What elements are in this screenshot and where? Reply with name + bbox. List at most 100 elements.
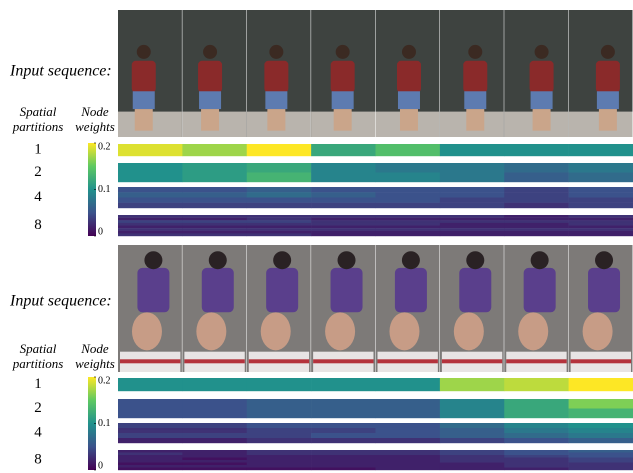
weight-cell bbox=[182, 230, 248, 234]
weight-cell bbox=[311, 408, 376, 419]
head bbox=[468, 44, 483, 59]
weight-cell bbox=[246, 144, 312, 157]
weight-cell bbox=[118, 452, 183, 456]
weight-cell bbox=[375, 423, 441, 429]
head bbox=[337, 251, 356, 270]
weight-cell bbox=[504, 378, 569, 392]
head bbox=[401, 44, 416, 59]
weight-cell bbox=[504, 197, 569, 203]
weight-cell bbox=[311, 187, 376, 193]
weight-cell bbox=[504, 220, 569, 224]
weight-cell bbox=[439, 197, 505, 203]
weight-cell bbox=[311, 433, 376, 439]
shirt bbox=[595, 60, 620, 93]
weight-cell bbox=[568, 222, 633, 226]
weight-cell bbox=[182, 433, 248, 439]
head bbox=[466, 251, 485, 270]
weight-cell bbox=[118, 192, 183, 198]
weight-cell bbox=[504, 465, 569, 468]
frame-image bbox=[504, 245, 569, 372]
colorbar-tick-label: 0.2 bbox=[98, 141, 111, 152]
weight-cell bbox=[568, 423, 633, 429]
weight-cell bbox=[568, 467, 633, 471]
weight-cell bbox=[439, 144, 505, 157]
shirt-purple bbox=[137, 267, 170, 313]
weight-cell bbox=[568, 408, 633, 419]
weight-cell bbox=[311, 452, 376, 456]
weight-cell bbox=[246, 408, 312, 419]
weight-cell bbox=[439, 222, 505, 226]
weights-header: weights bbox=[75, 119, 115, 134]
weight-cell bbox=[504, 428, 569, 434]
weight-cell bbox=[375, 465, 441, 468]
partition-label: 2 bbox=[34, 400, 42, 416]
frame-image bbox=[182, 10, 247, 137]
weight-cell bbox=[504, 187, 569, 193]
weight-cell bbox=[182, 452, 248, 456]
frame-image bbox=[568, 10, 633, 137]
colorbar-tick-label: 0 bbox=[98, 460, 103, 471]
weight-cell bbox=[118, 455, 183, 458]
weight-cell bbox=[568, 399, 633, 409]
weight-cell bbox=[439, 462, 505, 466]
face bbox=[325, 312, 356, 351]
weight-cell bbox=[118, 172, 183, 183]
weight-cell bbox=[439, 457, 505, 461]
weight-cell bbox=[504, 462, 569, 466]
weight-cell bbox=[118, 217, 183, 221]
weight-cell bbox=[568, 233, 633, 237]
weight-cell bbox=[311, 438, 376, 444]
weight-cell bbox=[182, 220, 248, 224]
weight-cell bbox=[375, 438, 441, 444]
weight-cell bbox=[311, 378, 376, 392]
weight-cell bbox=[311, 202, 376, 209]
weight-cell bbox=[504, 467, 569, 471]
weight-cell bbox=[118, 222, 183, 226]
weight-cell bbox=[311, 457, 376, 461]
weight-cell bbox=[118, 220, 183, 224]
weight-cell bbox=[504, 225, 569, 229]
shirt bbox=[529, 60, 554, 93]
weight-cell bbox=[504, 202, 569, 209]
weight-cell bbox=[118, 460, 183, 463]
shorts bbox=[397, 91, 420, 110]
weight-cell bbox=[439, 187, 505, 193]
weight-cell bbox=[504, 460, 569, 463]
weight-cell bbox=[504, 222, 569, 226]
weight-cell bbox=[311, 220, 376, 224]
head bbox=[530, 251, 549, 270]
head bbox=[595, 251, 614, 270]
weight-cell bbox=[246, 233, 312, 237]
weight-cell bbox=[568, 452, 633, 456]
weight-cell bbox=[568, 172, 633, 183]
weight-cell bbox=[311, 455, 376, 458]
weight-cell bbox=[311, 172, 376, 183]
weight-cell bbox=[439, 220, 505, 224]
weight-cell bbox=[118, 225, 183, 229]
weight-cell bbox=[375, 225, 441, 229]
frame-image bbox=[246, 245, 311, 372]
weight-cell bbox=[439, 467, 505, 471]
stripe bbox=[248, 359, 310, 364]
weight-cell bbox=[504, 233, 569, 237]
weight-cell bbox=[311, 228, 376, 231]
weight-cell bbox=[182, 217, 248, 221]
weight-cell bbox=[439, 233, 505, 237]
weight-cell bbox=[246, 215, 312, 218]
head bbox=[208, 251, 227, 270]
weight-cell bbox=[375, 428, 441, 434]
weight-cell bbox=[182, 428, 248, 434]
weight-cell bbox=[568, 215, 633, 218]
shorts bbox=[530, 91, 553, 110]
weight-cell bbox=[375, 460, 441, 463]
weight-cell bbox=[568, 144, 633, 157]
weight-cell bbox=[375, 230, 441, 234]
partition-label: 1 bbox=[34, 376, 42, 392]
partitions-header: partitions bbox=[12, 356, 64, 371]
weight-cell bbox=[182, 228, 248, 231]
weight-cell bbox=[311, 462, 376, 466]
weight-cell bbox=[246, 450, 312, 453]
weight-cell bbox=[439, 192, 505, 198]
weight-cell bbox=[568, 460, 633, 463]
